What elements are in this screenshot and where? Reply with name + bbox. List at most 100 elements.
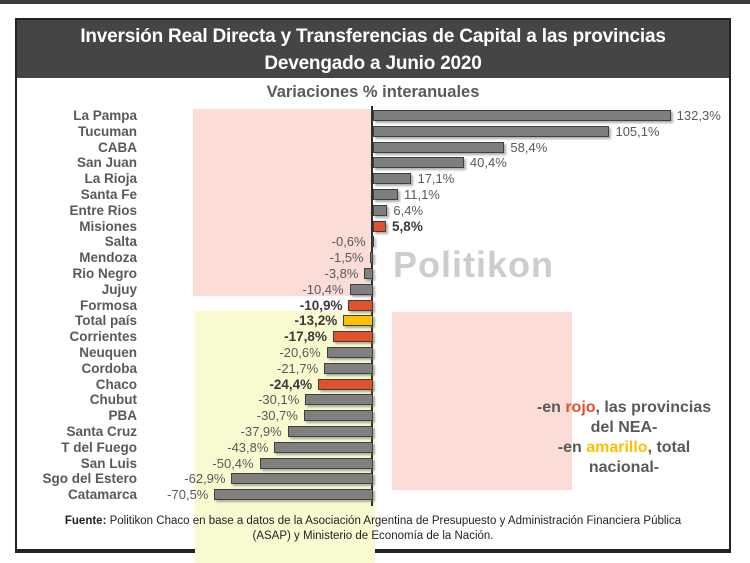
bar-row: Formosa -10,9% (17, 298, 729, 314)
category-label: Mendoza (79, 250, 137, 266)
source-footer: Fuente: Politikon Chaco en base a datos … (23, 514, 723, 544)
bar-row: PBA -30,7% (17, 408, 729, 424)
legend-note-l1a: -en (536, 399, 566, 416)
value-label: -30,1% (258, 392, 300, 408)
category-label: T del Fuego (61, 439, 137, 455)
category-label: Cordoba (81, 360, 138, 376)
bar-row: Sgo del Estero -62,9% (17, 471, 729, 487)
value-label: 105,1% (615, 123, 660, 139)
category-label: Misiones (79, 218, 137, 234)
chart-frame: Inversión Real Directa y Transferencias … (15, 18, 731, 563)
value-label: -37,9% (240, 424, 282, 439)
value-label: 58,4% (510, 139, 548, 155)
category-label: Chubut (89, 392, 137, 408)
category-label: La Pampa (73, 108, 137, 123)
value-bar (274, 441, 373, 453)
window-top-strip (0, 0, 750, 4)
category-label: Rio Negro (72, 266, 137, 281)
bar-row: T del Fuego -43,8% (17, 440, 729, 456)
value-bar (373, 141, 505, 153)
positive-region-pink-band (193, 109, 371, 296)
value-bar (369, 252, 373, 264)
bar-row: San Juan 40,4% (17, 155, 729, 171)
value-bar (364, 268, 373, 279)
bar-row: CABA 58,4% (17, 140, 729, 156)
bar-row: Rio Negro -3,8% (17, 266, 729, 282)
source-label: Fuente: (64, 515, 107, 527)
category-label: Santa Cruz (66, 424, 137, 439)
value-label: 132,3% (676, 108, 721, 123)
value-bar (231, 473, 373, 485)
value-label: -10,9% (299, 297, 343, 313)
category-label: Tucuman (77, 123, 137, 139)
value-bar (326, 347, 373, 358)
category-label: San Luis (80, 455, 137, 471)
bar-row: Chubut -30,1% (17, 392, 729, 408)
value-bar (343, 315, 373, 327)
chart-subtitle: Variaciones % interanuales (266, 83, 480, 101)
value-label: -10,4% (302, 281, 344, 297)
value-label: -30,7% (256, 408, 298, 424)
category-label: Catamarca (67, 487, 137, 503)
bar-row: Jujuy -10,4% (17, 282, 729, 298)
bar-row: Santa Cruz -37,9% (17, 424, 729, 440)
bar-row: Total país -13,2% (17, 313, 729, 329)
value-bar (324, 362, 373, 374)
chart-frame-content: Inversión Real Directa y Transferencias … (17, 20, 729, 563)
category-label: CABA (98, 139, 137, 155)
value-bar (371, 236, 374, 248)
value-bar (373, 204, 388, 216)
bar-row: Salta -0,6% (17, 234, 729, 250)
bar-row: Chaco -24,4% (17, 377, 729, 393)
category-label: PBA (108, 408, 137, 424)
bar-row: San Luis -50,4% (17, 456, 729, 472)
source-text-line2: (ASAP) y Ministerio de Economía de la Na… (252, 530, 494, 542)
value-label: -0,6% (331, 234, 366, 250)
value-bar (287, 426, 373, 437)
value-label: -20,6% (279, 345, 321, 360)
value-bar (305, 394, 373, 406)
value-label: -1,5% (329, 250, 364, 266)
source-text-line1: Politikon Chaco en base a datos de la As… (106, 515, 682, 527)
legend-note-l3a: -en (557, 439, 587, 456)
right-pink-band (392, 312, 572, 490)
value-label: -62,9% (184, 471, 226, 487)
category-label: Corrientes (69, 329, 137, 345)
bar-row: Santa Fe 11,1% (17, 187, 729, 203)
bar-row: Tucuman 105,1% (17, 124, 729, 140)
category-label: Formosa (79, 297, 137, 313)
category-label: Santa Fe (80, 187, 137, 202)
category-label: Entre Rios (69, 202, 137, 218)
bar-row: Mendoza -1,5% (17, 250, 729, 266)
bar-row: Corrientes -17,8% (17, 329, 729, 345)
category-label: Total país (74, 313, 137, 329)
value-label: -24,4% (269, 376, 313, 392)
legend-note-l3b: , total (647, 439, 691, 456)
legend-note: -en rojo, las provincias del NEA- -en am… (514, 398, 734, 478)
value-label: -13,2% (294, 313, 338, 329)
bar-row: Neuquen -20,6% (17, 345, 729, 361)
value-bar (259, 457, 373, 469)
bar-chart: Politikon La Pampa 132,3% Tucuman 105,1% CAB… (17, 106, 729, 563)
value-bar (373, 173, 412, 185)
value-bar (214, 489, 373, 501)
category-label: Jujuy (101, 281, 137, 297)
value-label: 17,1% (417, 171, 455, 187)
legend-note-l1b: , las provincias (595, 399, 712, 416)
category-label: Chaco (95, 376, 137, 392)
chart-title-line2: Devengado a Junio 2020 (264, 53, 482, 74)
value-bar (373, 125, 610, 137)
value-bar (318, 378, 373, 390)
chart-title-line1: Inversión Real Directa y Transferencias … (80, 26, 666, 47)
legend-note-l2: del NEA- (590, 419, 658, 436)
value-bar (373, 110, 671, 121)
value-bar (348, 299, 373, 311)
value-label: -17,8% (284, 329, 327, 345)
legend-note-amarillo: amarillo (586, 439, 648, 456)
value-label: -43,8% (227, 439, 269, 455)
bar-row: Cordoba -21,7% (17, 361, 729, 377)
legend-note-rojo: rojo (565, 399, 596, 416)
value-bar (373, 189, 398, 200)
value-label: -50,4% (212, 455, 254, 471)
value-label: 40,4% (469, 155, 507, 171)
